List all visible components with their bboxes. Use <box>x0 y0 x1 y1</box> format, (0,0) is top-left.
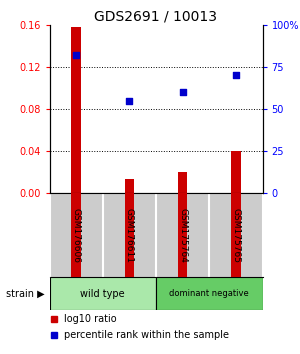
Bar <box>50 277 156 310</box>
Text: dominant negative: dominant negative <box>169 289 249 298</box>
Bar <box>178 193 188 277</box>
Text: percentile rank within the sample: percentile rank within the sample <box>64 330 230 340</box>
Text: log10 ratio: log10 ratio <box>64 314 117 324</box>
Text: GSM176611: GSM176611 <box>125 208 134 263</box>
Text: strain ▶: strain ▶ <box>5 289 44 299</box>
Bar <box>231 193 241 277</box>
Bar <box>124 179 134 193</box>
Text: wild type: wild type <box>80 289 125 299</box>
Text: GSM176606: GSM176606 <box>72 208 81 263</box>
Title: GDS2691 / 10013: GDS2691 / 10013 <box>94 10 218 24</box>
Point <box>127 98 132 103</box>
Point <box>180 89 185 95</box>
Text: GSM175764: GSM175764 <box>178 208 187 263</box>
Bar <box>71 193 81 277</box>
Bar <box>156 277 262 310</box>
Bar <box>124 193 134 277</box>
Text: GSM175765: GSM175765 <box>231 208 240 263</box>
Point <box>74 52 79 58</box>
Bar <box>231 151 241 193</box>
Point <box>233 73 238 78</box>
Bar <box>71 27 81 193</box>
Bar <box>178 172 188 193</box>
